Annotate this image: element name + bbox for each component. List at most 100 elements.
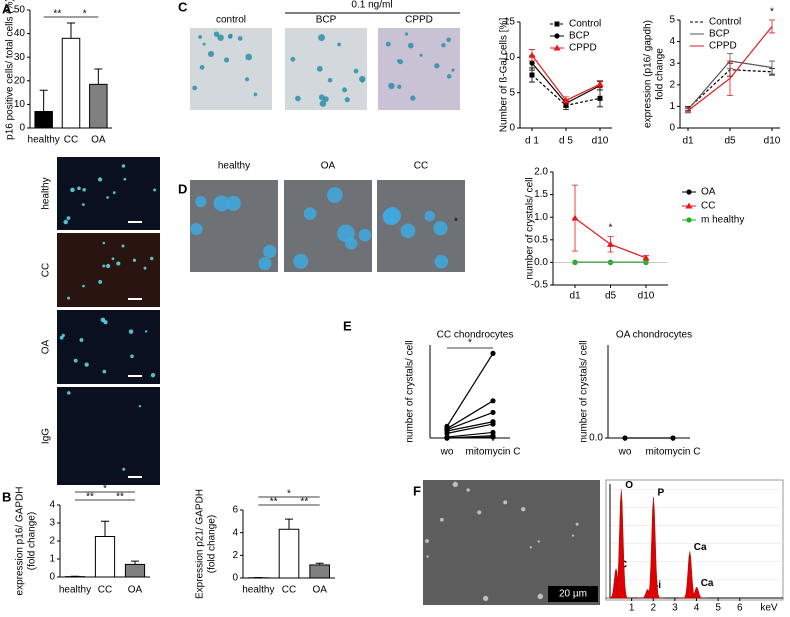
marker: [528, 51, 536, 58]
legend-marker: [553, 44, 561, 51]
error-bar: [67, 22, 75, 39]
marker: [529, 60, 535, 66]
cell: [419, 53, 423, 57]
series-line: [446, 400, 494, 430]
cell: [198, 35, 203, 39]
cell: [446, 37, 451, 43]
legend-marker: [554, 33, 560, 39]
cell: [192, 85, 198, 91]
x-tick-label: 4: [694, 603, 700, 614]
series-line: [446, 421, 494, 432]
cell: [571, 534, 575, 537]
legend-label: BCP: [709, 29, 730, 40]
cell: [84, 362, 89, 367]
y-tick-label: 4: [669, 36, 675, 47]
x-tick-label: d 5: [559, 136, 573, 147]
cell: [73, 358, 78, 363]
cell: [82, 188, 86, 192]
cell: [132, 258, 137, 262]
cell: [345, 237, 358, 250]
cell: [358, 228, 372, 242]
x-tick-label: OA: [128, 585, 143, 596]
bar: [94, 536, 116, 578]
cell: [537, 540, 540, 543]
cell: [385, 41, 391, 47]
marker: [622, 435, 628, 441]
spectrum-peak: [642, 497, 665, 599]
y-tick-label: 4: [232, 527, 238, 538]
y-axis-label: (fold change): [27, 512, 38, 570]
x-tick-label: 3: [672, 603, 678, 614]
cell: [82, 284, 85, 288]
significance-label: **: [300, 497, 308, 508]
legend-marker: [685, 202, 693, 209]
cell: [66, 391, 71, 395]
x-axis-label: keV: [760, 603, 778, 614]
legend-label: Control: [569, 19, 601, 30]
legend-marker: [686, 217, 692, 223]
legend-label: OA: [701, 187, 716, 198]
panel-letter: B: [2, 489, 11, 504]
cell: [396, 59, 401, 63]
peak-label: P: [657, 488, 664, 499]
cell: [227, 34, 233, 39]
panel-letter: F: [413, 483, 421, 498]
cell: [295, 95, 301, 102]
bar: [124, 563, 146, 578]
image-label: healthy: [218, 161, 250, 172]
cell: [425, 539, 429, 543]
x-tick-label: 1: [629, 603, 635, 614]
scale-box: [548, 586, 598, 602]
series-line: [446, 423, 494, 434]
marker: [571, 214, 579, 221]
image-label: CC: [414, 161, 428, 172]
cell: [121, 244, 125, 248]
y-axis-label: number of crystals/ cell: [525, 177, 536, 279]
cell: [360, 78, 365, 83]
cell: [245, 77, 250, 82]
cell: [575, 522, 579, 526]
error-bar: [769, 60, 775, 75]
cell: [195, 196, 207, 208]
cell: [326, 187, 343, 203]
cell: [503, 500, 508, 505]
x-tick-label: d5: [724, 136, 736, 147]
marker: [490, 409, 496, 416]
y-tick-label: 10: [14, 99, 26, 110]
x-tick-label: healthy: [59, 585, 91, 596]
y-tick-label: 5: [509, 87, 515, 98]
chart-title: CC chondrocytes: [437, 330, 514, 341]
legend-label: CPPD: [709, 41, 737, 52]
y-tick-label: 1.0: [534, 212, 548, 223]
cell: [102, 369, 107, 374]
cell: [66, 216, 71, 220]
micrograph: [190, 180, 278, 272]
error-bar: [39, 89, 48, 112]
image-label: CC: [41, 263, 52, 277]
cell: [223, 57, 230, 63]
x-tick-label: d10: [764, 136, 781, 147]
x-tick-label: 6: [737, 603, 743, 614]
cell: [434, 63, 440, 69]
micrograph: [57, 157, 160, 230]
error-bar: [131, 560, 139, 565]
cell: [388, 82, 395, 90]
bar: [34, 110, 53, 129]
legend-marker: [554, 21, 560, 27]
y-tick-label: 1: [669, 101, 675, 112]
marker: [529, 72, 535, 78]
spectrum-frame: [605, 479, 784, 601]
y-tick-label: 50: [14, 5, 26, 16]
x-tick-label: d10: [592, 136, 609, 147]
y-tick-label: 2: [49, 536, 55, 547]
x-tick-label: wo: [440, 447, 454, 458]
cell: [79, 338, 84, 342]
image-label: OA: [321, 161, 336, 172]
x-tick-label: d5: [605, 291, 617, 302]
significance-label: *: [83, 9, 87, 20]
cell: [440, 517, 444, 522]
bar: [61, 37, 81, 129]
micrograph: [57, 310, 160, 384]
significance-label: *: [468, 338, 472, 349]
